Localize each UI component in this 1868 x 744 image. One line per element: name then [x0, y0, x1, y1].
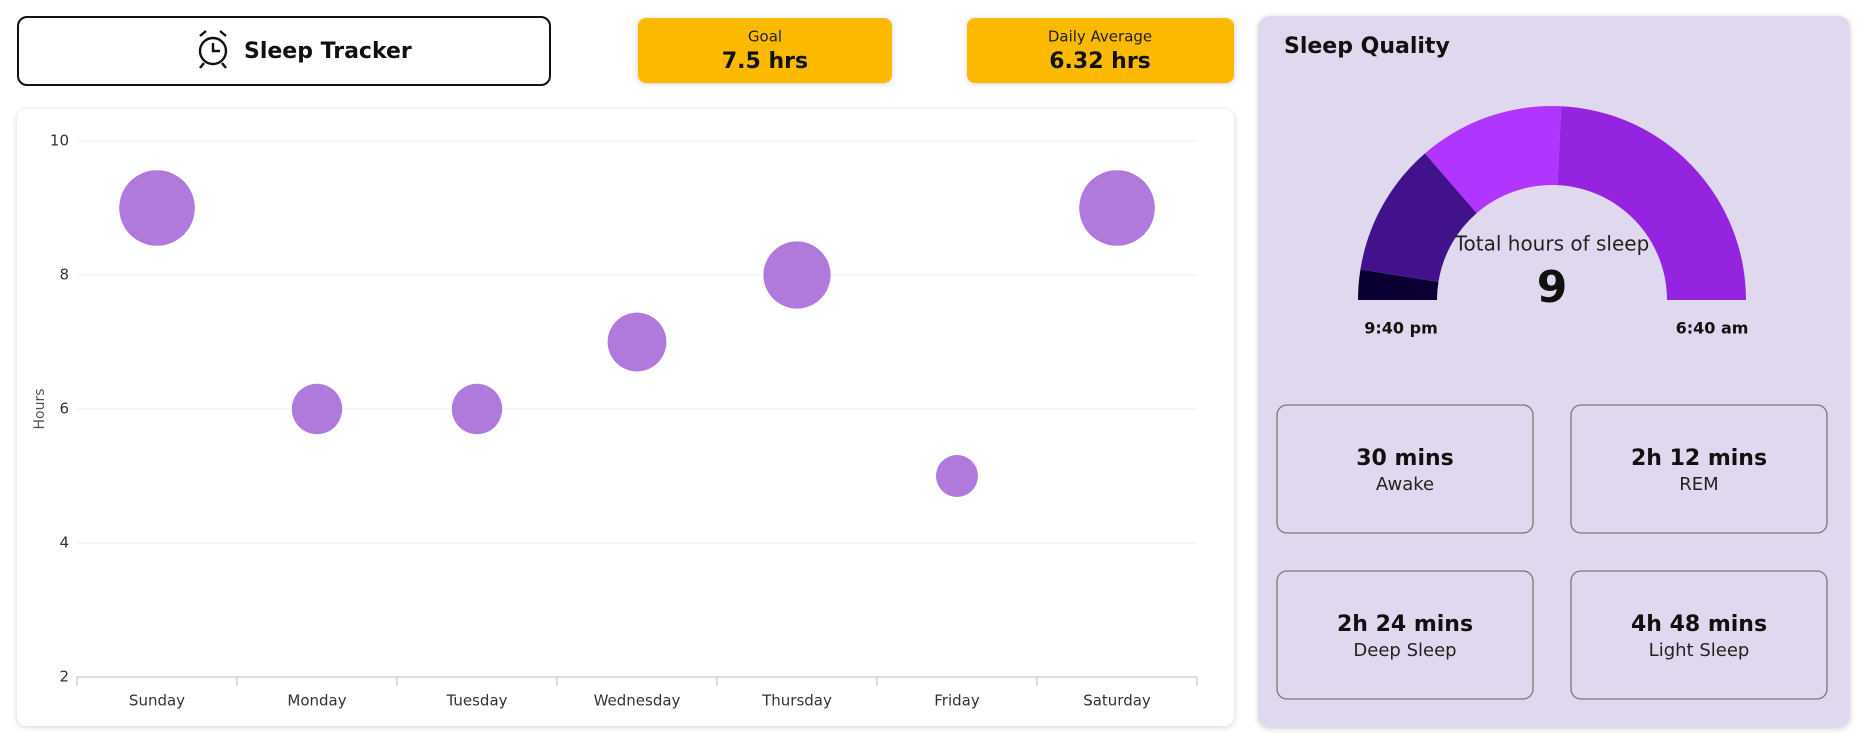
stage-card	[1570, 404, 1828, 534]
x-tick-label: Sunday	[129, 692, 185, 710]
gauge-segment	[1557, 106, 1746, 301]
stage-value: 30 mins	[1356, 446, 1454, 471]
gauge-segment	[1358, 269, 1439, 300]
app-title: Sleep Tracker	[244, 39, 412, 64]
x-tick-label: Tuesday	[445, 692, 507, 710]
gauge-segment	[1424, 106, 1562, 214]
stage-name: Deep Sleep	[1353, 640, 1456, 661]
bubble	[1079, 170, 1155, 246]
stage-card	[1570, 570, 1828, 700]
y-tick-label: 8	[59, 266, 69, 284]
title-box	[17, 16, 551, 86]
gauge-label: Total hours of sleep	[1454, 232, 1650, 256]
x-tick-label: Thursday	[761, 692, 832, 710]
stage-value: 2h 24 mins	[1337, 612, 1473, 637]
kpi-card	[967, 18, 1234, 83]
x-tick-label: Friday	[934, 692, 980, 710]
panel-title: Sleep Quality	[1284, 34, 1450, 59]
stage-value: 2h 12 mins	[1631, 446, 1767, 471]
stage-name: Light Sleep	[1649, 640, 1750, 661]
kpi-value: 6.32 hrs	[1049, 49, 1151, 74]
kpi-card	[638, 18, 892, 83]
y-tick-label: 4	[59, 534, 69, 552]
bubble	[936, 455, 978, 497]
stage-value: 4h 48 mins	[1631, 612, 1767, 637]
bubble	[763, 241, 831, 309]
bubble	[119, 170, 195, 246]
chart-panel	[17, 109, 1234, 726]
x-tick-label: Monday	[287, 692, 346, 710]
bubble	[607, 312, 667, 372]
gauge-start: 9:40 pm	[1364, 319, 1438, 338]
y-tick-label: 6	[59, 400, 69, 418]
stage-card	[1276, 404, 1534, 534]
gauge-segment	[1360, 153, 1477, 282]
kpi-label: Goal	[748, 28, 782, 46]
x-tick-label: Wednesday	[594, 692, 681, 710]
kpi-value: 7.5 hrs	[722, 49, 808, 74]
y-tick-label: 2	[59, 668, 69, 686]
gauge-total: 9	[1537, 262, 1568, 313]
y-axis-title: Hours	[32, 388, 48, 429]
bubble	[451, 383, 503, 435]
stage-name: REM	[1679, 474, 1718, 495]
x-tick-label: Saturday	[1083, 692, 1151, 710]
alarm-icon	[198, 30, 228, 69]
kpi-label: Daily Average	[1048, 28, 1152, 46]
gauge-end: 6:40 am	[1676, 319, 1749, 338]
bubble	[291, 383, 343, 435]
stage-name: Awake	[1376, 474, 1434, 495]
y-tick-label: 10	[50, 132, 69, 150]
stage-card	[1276, 570, 1534, 700]
